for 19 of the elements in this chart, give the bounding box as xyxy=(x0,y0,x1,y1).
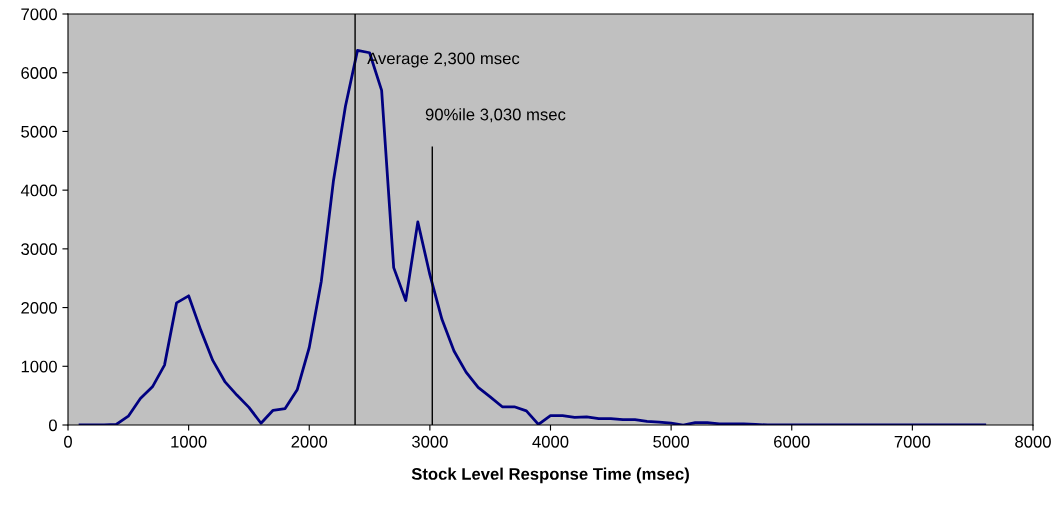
y-tick-label: 2000 xyxy=(21,301,57,314)
annotation: 90%ile 3,030 msec xyxy=(425,108,566,123)
x-tick-label: 6000 xyxy=(774,435,810,448)
x-tick-label: 0 xyxy=(64,435,72,448)
y-tick-label: 7000 xyxy=(21,8,57,21)
x-axis-title: Stock Level Response Time (msec) xyxy=(411,467,689,484)
y-tick-label: 6000 xyxy=(21,67,57,79)
x-tick-label: 1000 xyxy=(171,435,207,448)
y-tick-label: 5000 xyxy=(21,125,57,138)
y-tick-label: 4000 xyxy=(20,184,57,197)
x-tick-label: 2000 xyxy=(291,435,328,448)
x-tick-label: 8000 xyxy=(1015,435,1051,448)
y-tick-label: 1000 xyxy=(21,360,57,373)
x-tick-label: 5000 xyxy=(653,435,690,448)
x-tick-label: 7000 xyxy=(894,435,931,448)
x-tick-label: 4000 xyxy=(532,435,569,448)
y-tick-label: 0 xyxy=(48,419,57,432)
y-tick-label: 3000 xyxy=(21,243,57,256)
x-tick-label: 3000 xyxy=(411,435,448,448)
